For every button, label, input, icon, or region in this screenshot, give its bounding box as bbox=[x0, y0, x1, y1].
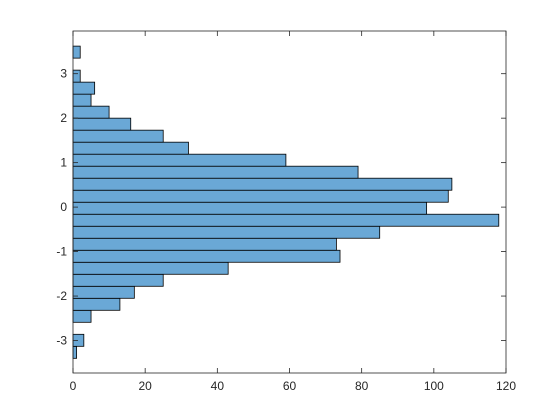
y-tick-label: 3 bbox=[60, 67, 67, 81]
bar bbox=[72, 201, 428, 215]
bar bbox=[72, 93, 92, 107]
x-tick-label: 40 bbox=[211, 379, 225, 393]
bar bbox=[72, 165, 359, 179]
y-tick-label: 2 bbox=[60, 111, 67, 125]
bar bbox=[72, 225, 381, 239]
bar bbox=[72, 309, 92, 323]
x-tick-label: 60 bbox=[283, 379, 297, 393]
bar bbox=[72, 297, 121, 311]
bar bbox=[72, 177, 453, 191]
x-tick-label: 20 bbox=[138, 379, 152, 393]
bar bbox=[72, 45, 81, 59]
x-tick-label: 100 bbox=[424, 379, 444, 393]
y-tick-label: 1 bbox=[60, 156, 67, 170]
bar bbox=[72, 153, 287, 167]
bar bbox=[72, 237, 337, 251]
bar bbox=[72, 345, 78, 359]
bar bbox=[72, 117, 132, 131]
bar bbox=[72, 285, 135, 299]
bar bbox=[72, 81, 96, 95]
bar bbox=[72, 189, 449, 203]
y-tick-label: -1 bbox=[56, 245, 67, 259]
y-tick-label: 0 bbox=[60, 200, 67, 214]
bar bbox=[72, 105, 110, 119]
bar bbox=[72, 69, 81, 83]
x-tick-label: 80 bbox=[355, 379, 369, 393]
bar bbox=[72, 261, 229, 275]
bar bbox=[72, 249, 341, 263]
bar bbox=[72, 213, 500, 227]
bar bbox=[72, 141, 189, 155]
bar bbox=[72, 273, 164, 287]
x-tick-label: 120 bbox=[496, 379, 516, 393]
bar bbox=[72, 129, 164, 143]
x-tick-label: 0 bbox=[70, 379, 77, 393]
y-tick-label: -3 bbox=[56, 334, 67, 348]
y-tick-label: -2 bbox=[56, 289, 67, 303]
